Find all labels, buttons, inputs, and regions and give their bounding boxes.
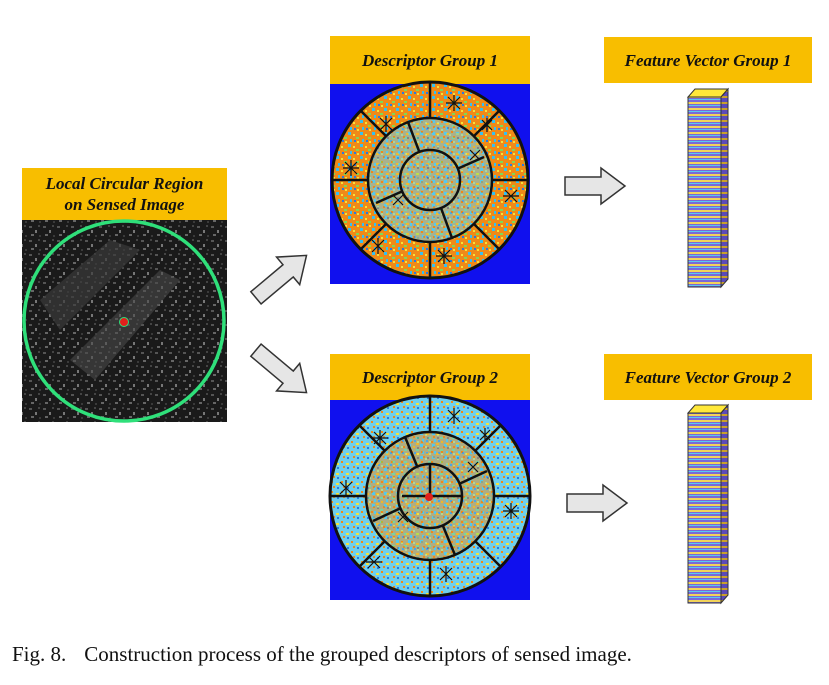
sensed-image-region bbox=[22, 219, 227, 423]
center-point-icon bbox=[425, 493, 433, 501]
feature-vector-group-1-label: Feature Vector Group 1 bbox=[604, 37, 812, 83]
region-circle-icon bbox=[22, 219, 226, 423]
descriptor-group-2-image bbox=[328, 394, 532, 600]
source-region-label-line1: Local Circular Region bbox=[45, 174, 204, 193]
source-region-label: Local Circular Region on Sensed Image bbox=[22, 168, 227, 220]
feature-vector-group-2-icon bbox=[686, 403, 730, 605]
block-arrow-icon bbox=[249, 254, 308, 306]
source-region-label-line2: on Sensed Image bbox=[64, 195, 185, 214]
center-point-icon bbox=[119, 317, 129, 327]
descriptor-group-1-label: Descriptor Group 1 bbox=[330, 36, 530, 84]
block-arrow-icon bbox=[249, 342, 308, 394]
caption-text: Construction process of the grouped desc… bbox=[84, 642, 632, 666]
diagram-canvas bbox=[22, 80, 730, 605]
block-arrow-icon bbox=[564, 166, 627, 206]
descriptor-group-1-image bbox=[330, 80, 530, 284]
descriptor-group-2-label: Descriptor Group 2 bbox=[330, 354, 530, 400]
feature-vector-group-1-icon bbox=[686, 87, 730, 289]
block-arrow-icon bbox=[566, 483, 629, 523]
feature-vector-group-2-label: Feature Vector Group 2 bbox=[604, 354, 812, 400]
figure-caption: Fig. 8. Construction process of the group… bbox=[12, 642, 822, 667]
figure-number: Fig. 8. bbox=[12, 642, 67, 666]
